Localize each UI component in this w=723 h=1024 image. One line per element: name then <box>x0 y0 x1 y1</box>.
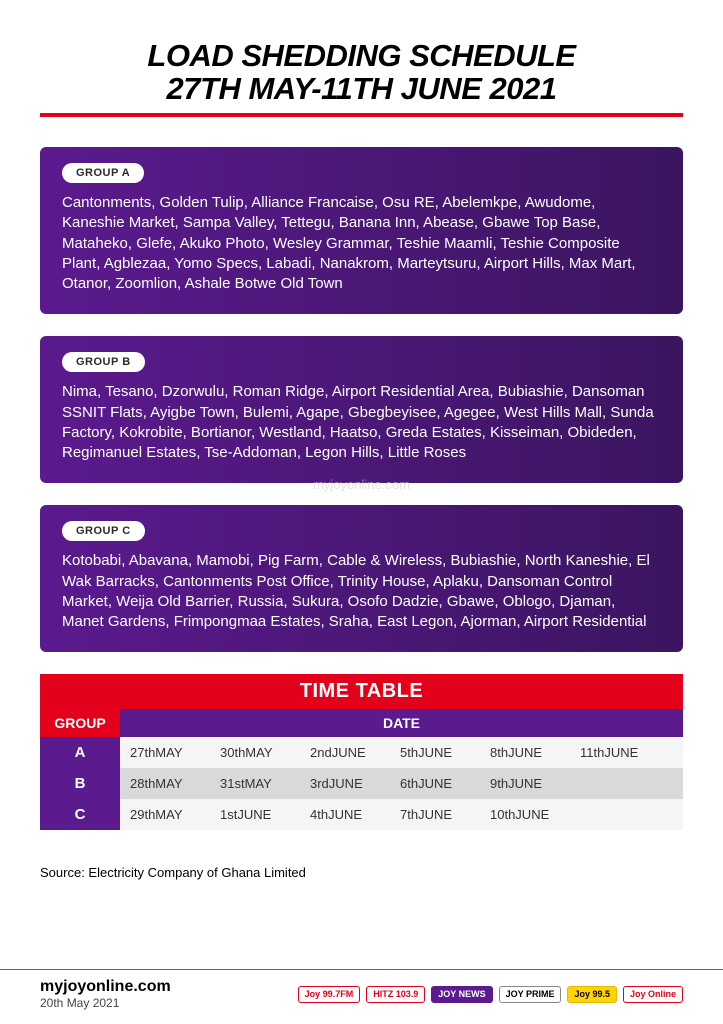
timetable-row: A27thMAY30thMAY2ndJUNE5thJUNE8thJUNE11th… <box>40 737 683 768</box>
group-card: GROUP A Cantonments, Golden Tulip, Allian… <box>40 147 683 314</box>
source-text: Source: Electricity Company of Ghana Lim… <box>40 865 683 880</box>
group-card: GROUP B Nima, Tesano, Dzorwulu, Roman Rid… <box>40 336 683 483</box>
brand-logo: JOY NEWS <box>431 986 492 1003</box>
timetable-group-header: GROUP <box>40 709 120 737</box>
title-underline <box>40 113 683 117</box>
group-card: GROUP C Kotobabi, Abavana, Mamobi, Pig Fa… <box>40 505 683 652</box>
title-line2: 27TH MAY-11TH JUNE 2021 <box>40 73 683 106</box>
timetable-cell: 11thJUNE <box>580 745 670 760</box>
timetable-dates: 29thMAY1stJUNE4thJUNE7thJUNE10thJUNE <box>120 799 683 830</box>
footer: myjoyonline.com 20th May 2021 Joy 99.7FM… <box>0 969 723 1024</box>
timetable-cell: 29thMAY <box>130 807 220 822</box>
timetable-cell: 28thMAY <box>130 776 220 791</box>
footer-date: 20th May 2021 <box>40 996 171 1010</box>
timetable-dates: 28thMAY31stMAY3rdJUNE6thJUNE9thJUNE <box>120 768 683 799</box>
timetable-cell: 8thJUNE <box>490 745 580 760</box>
timetable-cell: 31stMAY <box>220 776 310 791</box>
title-line1: LOAD SHEDDING SCHEDULE <box>40 40 683 73</box>
timetable-cell: 4thJUNE <box>310 807 400 822</box>
timetable-cell: 6thJUNE <box>400 776 490 791</box>
timetable-row-label: C <box>40 799 120 830</box>
group-text: Cantonments, Golden Tulip, Alliance Fran… <box>62 193 661 294</box>
brand-logo: Joy 99.5 <box>567 986 617 1003</box>
group-label: GROUP B <box>62 352 145 372</box>
page-title: LOAD SHEDDING SCHEDULE 27TH MAY-11TH JUN… <box>40 40 683 105</box>
brand-logo: HITZ 103.9 <box>366 986 425 1003</box>
footer-site: myjoyonline.com <box>40 978 171 996</box>
timetable-row-label: A <box>40 737 120 768</box>
timetable-row: B28thMAY31stMAY3rdJUNE6thJUNE9thJUNE <box>40 768 683 799</box>
timetable-dates: 27thMAY30thMAY2ndJUNE5thJUNE8thJUNE11thJ… <box>120 737 683 768</box>
timetable-cell: 9thJUNE <box>490 776 580 791</box>
timetable-cell: 5thJUNE <box>400 745 490 760</box>
group-text: Nima, Tesano, Dzorwulu, Roman Ridge, Air… <box>62 382 661 463</box>
timetable: TIME TABLE GROUP DATE A27thMAY30thMAY2nd… <box>40 674 683 830</box>
timetable-cell: 3rdJUNE <box>310 776 400 791</box>
timetable-row-label: B <box>40 768 120 799</box>
group-text: Kotobabi, Abavana, Mamobi, Pig Farm, Cab… <box>62 551 661 632</box>
group-label: GROUP A <box>62 163 144 183</box>
timetable-row: C29thMAY1stJUNE4thJUNE7thJUNE10thJUNE <box>40 799 683 830</box>
timetable-cell: 10thJUNE <box>490 807 580 822</box>
timetable-cell: 1stJUNE <box>220 807 310 822</box>
timetable-cell: 7thJUNE <box>400 807 490 822</box>
brand-logo: Joy Online <box>623 986 683 1003</box>
timetable-cell: 27thMAY <box>130 745 220 760</box>
timetable-header-row: GROUP DATE <box>40 709 683 737</box>
timetable-date-header: DATE <box>120 709 683 737</box>
brand-logo: Joy 99.7FM <box>298 986 361 1003</box>
group-label: GROUP C <box>62 521 145 541</box>
timetable-title: TIME TABLE <box>40 674 683 709</box>
brand-logo: JOY PRIME <box>499 986 562 1003</box>
timetable-cell: 2ndJUNE <box>310 745 400 760</box>
timetable-cell: 30thMAY <box>220 745 310 760</box>
footer-logos: Joy 99.7FM HITZ 103.9 JOY NEWS JOY PRIME Joy… <box>298 986 683 1003</box>
